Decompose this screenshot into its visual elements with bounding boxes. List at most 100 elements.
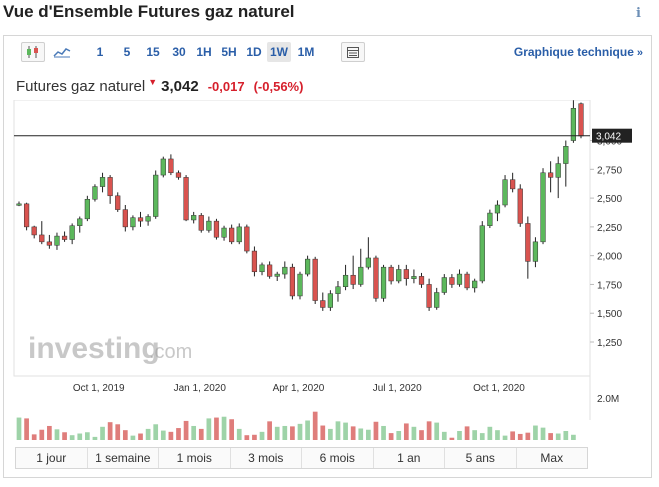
current-price-tag [592,128,632,143]
candle-body [563,146,569,164]
volume-bar [259,431,265,440]
volume-bar [555,433,561,440]
candle-body [472,280,478,289]
volume-bar [434,422,440,440]
range-6-months[interactable]: 6 mois [302,448,374,468]
candle-body [464,273,470,289]
interval-15[interactable]: 15 [146,45,160,59]
volume-bar [411,426,417,440]
candle-body [434,292,440,308]
candle-body [107,177,113,197]
range-3-months[interactable]: 3 mois [230,448,302,468]
interval-5[interactable]: 5 [123,45,131,59]
range-1-year[interactable]: 1 an [373,448,445,468]
candle-body [46,241,52,246]
candle-body [510,179,516,190]
candle-body [99,177,106,187]
range-1-month[interactable]: 1 mois [159,448,231,468]
investing-logo: investing [28,332,160,365]
range-selector: 1 jour 1 semaine 1 mois 3 mois 6 mois 1 … [15,447,588,469]
volume-bar [31,434,37,440]
volume-bar [441,431,447,440]
volume-bar [107,422,113,440]
volume-bar [54,429,60,440]
candle-body [532,241,539,262]
range-5-years[interactable]: 5 ans [445,448,517,468]
candle-body [555,163,561,178]
x-tick-label: Oct 1, 2019 [73,383,125,394]
volume-bar [62,432,67,440]
volume-bar [335,421,341,440]
candle-body [137,217,144,222]
candle-body [403,269,409,279]
candle-body [274,273,280,277]
candlestick-icon[interactable] [21,42,45,62]
range-1-week[interactable]: 1 semaine [87,448,159,468]
instrument-name: Futures gaz naturel [16,78,146,95]
candle-body [92,186,98,200]
volume-bar [69,435,75,440]
candle-body [183,177,189,221]
y-tick-label: 2,250 [597,223,622,234]
candle-body [297,273,303,297]
y-tick-label: 1,250 [597,338,622,349]
interval-1d[interactable]: 1D [246,45,262,59]
candle-body [365,257,371,268]
technical-chart-link[interactable]: Graphique technique» [514,45,643,59]
volume-bar [487,426,493,440]
volume-bar [77,433,83,440]
range-1-day[interactable]: 1 jour [16,448,88,468]
interval-1h[interactable]: 1H [196,45,212,59]
interval-5h[interactable]: 5H [221,45,237,59]
candle-body [251,250,258,273]
volume-bar [396,431,402,440]
volume-bar [176,428,181,440]
volume-bar [449,437,455,440]
last-price: 3,042 [161,78,199,95]
area-chart-icon[interactable] [50,42,74,62]
volume-bar [312,411,318,440]
candle-body [479,225,485,282]
candle-body [517,188,523,224]
y-tick-label: 2,500 [597,194,622,205]
volume-bar [517,433,523,440]
volume-bar [145,428,151,440]
volume-bar [39,429,45,440]
candle-body [388,266,394,282]
candle-body [39,234,45,243]
chart-toolbar: 1 5 15 30 1H 5H 1D 1W 1M Graphique techn… [4,36,651,67]
volume-bar [24,418,29,440]
info-icon[interactable]: i [636,6,641,21]
table-icon[interactable] [341,42,365,62]
volume-bar [510,431,516,440]
current-price-label: 3,042 [596,132,621,143]
candle-body [540,172,546,243]
volume-bar [282,425,288,440]
volume-bar [130,435,136,440]
volume-bar [426,421,432,440]
candle-body [548,172,554,178]
page-title: Vue d'Ensemble Futures gaz naturel [3,2,295,21]
volume-bar [297,423,303,440]
volume-bar [153,424,159,440]
candle-body [335,286,341,294]
volume-bar [214,417,219,440]
volume-bar [525,432,531,440]
candle-body [23,203,30,228]
volume-bar [464,426,470,440]
candle-body [153,174,159,217]
y-tick-label: 2,750 [597,165,622,176]
interval-1m[interactable]: 1M [297,45,315,59]
price-chart[interactable]: 3,0002,7502,5002,2502,0001,7501,5001,250… [4,100,651,440]
candle-body [327,293,333,308]
y-tick-label: 1,500 [597,309,622,320]
candle-body [213,220,220,238]
volume-bar [479,433,485,440]
range-max[interactable]: Max [516,448,587,468]
volume-bar [100,426,105,440]
interval-30[interactable]: 30 [172,45,186,59]
volume-bar [115,424,121,440]
interval-1[interactable]: 1 [96,45,104,59]
interval-1w[interactable]: 1W [267,42,291,62]
volume-bar [16,417,22,440]
